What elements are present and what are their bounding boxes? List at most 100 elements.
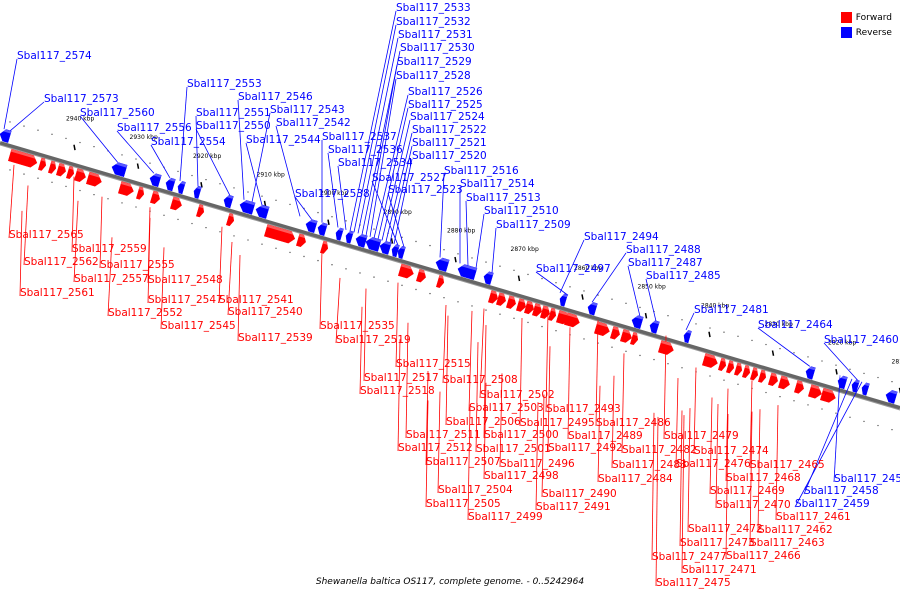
forward-gene-arrow bbox=[149, 190, 162, 205]
leader-line bbox=[442, 305, 447, 384]
leader-line bbox=[389, 145, 413, 243]
gene-label: Sbal117_2476 bbox=[676, 458, 751, 470]
reverse-gene-arrow bbox=[355, 233, 368, 248]
gene-label: Sbal117_2545 bbox=[161, 320, 236, 332]
gene-label: Sbal117_2489 bbox=[568, 430, 643, 442]
leader-line bbox=[591, 252, 627, 303]
forward-gene-arrow bbox=[657, 340, 676, 355]
gene-label: Sbal117_2458 bbox=[804, 485, 879, 497]
track-dot bbox=[681, 319, 683, 321]
leader-line bbox=[685, 312, 695, 331]
gene-label: Sbal117_2497 bbox=[536, 263, 611, 275]
leader-line bbox=[116, 130, 155, 174]
gene-label: Sbal117_2509 bbox=[496, 219, 571, 231]
forward-gene-arrow bbox=[117, 181, 136, 196]
forward-gene-arrow bbox=[619, 329, 634, 343]
leader-line bbox=[467, 406, 471, 521]
forward-gene-arrow bbox=[195, 204, 206, 218]
gene-label: Sbal117_2530 bbox=[400, 42, 475, 54]
track-dot bbox=[163, 214, 165, 216]
gene-label: Sbal117_2503 bbox=[469, 402, 544, 414]
gene-label: Sbal117_2508 bbox=[443, 374, 518, 386]
gene-label: Sbal117_2565 bbox=[9, 229, 84, 241]
leader-line bbox=[757, 409, 761, 534]
leader-line bbox=[775, 405, 779, 521]
reverse-gene-arrow bbox=[223, 194, 234, 209]
reverse-gene-arrow bbox=[683, 329, 692, 344]
leader-line bbox=[147, 217, 151, 304]
reverse-gene-arrow bbox=[805, 365, 816, 380]
gene-label: Sbal117_2532 bbox=[396, 16, 471, 28]
forward-gene-arrow bbox=[47, 160, 58, 174]
leader-line bbox=[545, 313, 549, 413]
leader-line bbox=[405, 322, 409, 439]
track-dot bbox=[135, 206, 137, 208]
gene-label: Sbal117_2574 bbox=[17, 50, 92, 62]
track-dot bbox=[331, 216, 333, 218]
gene-label: Sbal117_2523 bbox=[388, 184, 463, 196]
track-dot bbox=[807, 356, 809, 358]
gene-label: Sbal117_2472 bbox=[688, 523, 763, 535]
gene-label: Sbal117_2492 bbox=[548, 442, 623, 454]
forward-gene-arrow bbox=[593, 321, 612, 337]
track-dot bbox=[219, 183, 221, 185]
track-dot bbox=[177, 218, 179, 221]
reverse-gene-arrow bbox=[335, 227, 344, 241]
forward-gene-arrow bbox=[563, 312, 582, 328]
leader-line bbox=[160, 247, 165, 330]
leader-line bbox=[237, 99, 245, 200]
gene-label: Sbal117_2504 bbox=[438, 484, 513, 496]
gene-label: Sbal117_2516 bbox=[444, 165, 519, 177]
forward-gene-arrow bbox=[135, 186, 146, 200]
gene-label: Sbal117_2551 bbox=[196, 107, 271, 119]
reverse-gene-arrow bbox=[649, 319, 660, 334]
track-dot bbox=[233, 187, 235, 189]
track-dot bbox=[121, 202, 123, 204]
gene-arrows bbox=[0, 128, 898, 404]
legend-forward: Forward bbox=[840, 10, 892, 25]
track-dot bbox=[9, 169, 11, 171]
tick-label: 2840 kbp bbox=[701, 302, 729, 309]
gene-label: Sbal117_2493 bbox=[546, 403, 621, 415]
forward-gene-arrow bbox=[741, 365, 752, 379]
forward-gene-arrow bbox=[37, 157, 48, 171]
gene-label: Sbal117_2463 bbox=[750, 537, 825, 549]
leader-line bbox=[9, 101, 45, 132]
leader-line bbox=[468, 310, 473, 412]
leader-line bbox=[294, 196, 313, 221]
gene-label: Sbal117_2546 bbox=[238, 91, 313, 103]
gene-label: Sbal117_2555 bbox=[100, 259, 175, 271]
leader-line bbox=[491, 227, 497, 273]
gene-label: Sbal117_2554 bbox=[151, 136, 226, 148]
track-dot bbox=[863, 372, 865, 375]
reverse-gene-arrow bbox=[861, 382, 870, 396]
genome-backbone bbox=[0, 141, 900, 411]
track-dot bbox=[443, 249, 445, 251]
gene-label: Sbal117_2543 bbox=[270, 104, 345, 116]
track-dot bbox=[779, 347, 781, 350]
track-dot bbox=[793, 400, 795, 402]
gene-label: Sbal117_2560 bbox=[80, 107, 155, 119]
leader-line bbox=[251, 112, 271, 203]
gene-label: Sbal117_2507 bbox=[426, 456, 501, 468]
track-dot bbox=[261, 243, 263, 245]
leader-line bbox=[353, 24, 397, 233]
gene-label: Sbal117_2469 bbox=[710, 485, 785, 497]
gene-label: Sbal117_2520 bbox=[412, 150, 487, 162]
tick-mark bbox=[136, 163, 140, 169]
reverse-gene-arrow bbox=[149, 172, 162, 188]
track-dot bbox=[121, 154, 123, 156]
reverse-gene-arrow bbox=[305, 218, 318, 233]
gene-label: Sbal117_2486 bbox=[596, 417, 671, 429]
gene-label: Sbal117_2479 bbox=[664, 430, 739, 442]
forward-gene-arrow bbox=[717, 357, 728, 371]
leader-line bbox=[479, 308, 485, 399]
track-dot bbox=[891, 380, 893, 383]
track-dot bbox=[373, 276, 375, 278]
gene-label: Sbal117_2495 bbox=[520, 417, 595, 429]
leader-line bbox=[621, 353, 625, 454]
leader-line bbox=[679, 410, 683, 547]
reverse-gene-arrow bbox=[193, 185, 202, 199]
leader-line bbox=[71, 176, 75, 253]
